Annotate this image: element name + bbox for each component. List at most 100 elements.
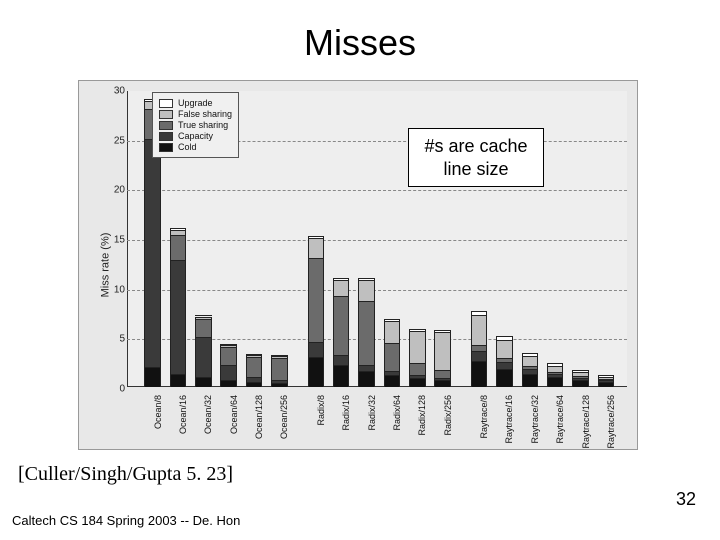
gridline xyxy=(127,290,627,291)
legend: UpgradeFalse sharingTrue sharingCapacity… xyxy=(152,92,239,158)
bar-segment-upgrade xyxy=(434,330,451,332)
legend-swatch xyxy=(159,132,173,141)
bar-segment-cold xyxy=(384,375,401,387)
bar-segment-true_sharing xyxy=(170,235,187,260)
legend-label: Upgrade xyxy=(178,98,213,108)
bar xyxy=(220,344,237,387)
legend-swatch xyxy=(159,121,173,130)
bar-segment-cold xyxy=(471,361,488,387)
bar-segment-false_sharing xyxy=(547,366,564,372)
bar xyxy=(195,315,212,387)
annotation-line: line size xyxy=(421,158,531,181)
bar xyxy=(496,336,513,387)
bar-segment-upgrade xyxy=(195,315,212,316)
legend-swatch xyxy=(159,99,173,108)
bar-segment-upgrade xyxy=(547,363,564,366)
legend-item: Capacity xyxy=(159,131,232,141)
x-tick-label: Radix/128 xyxy=(417,395,427,453)
bar-segment-capacity xyxy=(409,375,426,378)
bar-segment-true_sharing xyxy=(547,372,564,374)
bar xyxy=(246,354,263,387)
bar-segment-capacity xyxy=(220,365,237,380)
y-tick-label: 20 xyxy=(107,185,125,196)
bar-segment-cold xyxy=(522,374,539,387)
bar-segment-cold xyxy=(333,365,350,387)
bar-segment-cold xyxy=(496,369,513,387)
bar-segment-upgrade xyxy=(572,370,589,372)
bar-segment-false_sharing xyxy=(195,317,212,320)
bar-segment-capacity xyxy=(246,377,263,382)
bar-segment-capacity xyxy=(547,374,564,377)
bar-segment-capacity xyxy=(496,362,513,369)
bar-segment-false_sharing xyxy=(409,331,426,363)
footer-text: Caltech CS 184 Spring 2003 -- De. Hon xyxy=(12,513,240,528)
bar-segment-capacity xyxy=(434,378,451,380)
bar-segment-cold xyxy=(144,367,161,387)
legend-item: True sharing xyxy=(159,120,232,130)
bar-segment-cold xyxy=(434,380,451,387)
bar-segment-true_sharing xyxy=(522,366,539,369)
legend-swatch xyxy=(159,110,173,119)
bar-segment-upgrade xyxy=(246,354,263,355)
legend-swatch xyxy=(159,143,173,152)
x-tick-label: Radix/32 xyxy=(367,395,377,453)
citation: [Culler/Singh/Gupta 5. 23] xyxy=(18,463,233,486)
bar-segment-upgrade xyxy=(471,311,488,316)
x-tick-label: Ocean/32 xyxy=(203,395,213,453)
bar-segment-false_sharing xyxy=(598,377,615,379)
bar-segment-false_sharing xyxy=(246,355,263,357)
bar xyxy=(471,311,488,387)
x-tick-label: Raytrace/8 xyxy=(479,395,489,453)
bar xyxy=(572,370,589,387)
bar-segment-capacity xyxy=(471,351,488,361)
x-tick-label: Ocean/8 xyxy=(153,395,163,453)
bar-segment-upgrade xyxy=(220,344,237,345)
bar-segment-capacity xyxy=(144,139,161,367)
bar-segment-upgrade xyxy=(308,236,325,238)
bar-segment-cold xyxy=(271,383,288,387)
legend-item: False sharing xyxy=(159,109,232,119)
bar-segment-false_sharing xyxy=(496,340,513,358)
bar-segment-upgrade xyxy=(522,353,539,356)
x-tick-label: Raytrace/256 xyxy=(606,395,616,453)
bar xyxy=(434,330,451,387)
x-tick-label: Radix/8 xyxy=(316,395,326,453)
bar-segment-cold xyxy=(220,380,237,387)
bar-segment-true_sharing xyxy=(572,376,589,378)
bar-segment-cold xyxy=(358,371,375,387)
y-tick-label: 0 xyxy=(107,384,125,395)
annotation-note: #s are cacheline size xyxy=(408,128,544,187)
bar xyxy=(598,375,615,387)
bar-segment-false_sharing xyxy=(572,372,589,376)
legend-item: Cold xyxy=(159,142,232,152)
bar xyxy=(170,228,187,387)
bar-segment-capacity xyxy=(598,380,615,382)
bar-segment-upgrade xyxy=(358,278,375,280)
gridline xyxy=(127,190,627,191)
y-tick-label: 10 xyxy=(107,284,125,295)
bar-segment-capacity xyxy=(522,369,539,374)
bar-segment-upgrade xyxy=(598,375,615,377)
bar-segment-false_sharing xyxy=(522,356,539,366)
legend-label: Cold xyxy=(178,142,197,152)
x-tick-label: Raytrace/32 xyxy=(530,395,540,453)
y-tick-label: 15 xyxy=(107,235,125,246)
bar-segment-capacity xyxy=(384,371,401,375)
bar-segment-true_sharing xyxy=(308,258,325,342)
y-tick-label: 30 xyxy=(107,86,125,97)
legend-item: Upgrade xyxy=(159,98,232,108)
bar-segment-false_sharing xyxy=(358,280,375,301)
x-tick-label: Raytrace/128 xyxy=(581,395,591,453)
bar-segment-true_sharing xyxy=(333,296,350,356)
bar-segment-upgrade xyxy=(170,228,187,230)
x-tick-label: Ocean/64 xyxy=(229,395,239,453)
bar-segment-capacity xyxy=(195,337,212,377)
bar-segment-false_sharing xyxy=(333,280,350,296)
annotation-line: #s are cache xyxy=(421,135,531,158)
x-tick-label: Ocean/256 xyxy=(279,395,289,453)
bar-segment-false_sharing xyxy=(434,332,451,370)
bar xyxy=(384,319,401,387)
bar-segment-capacity xyxy=(308,342,325,357)
legend-label: False sharing xyxy=(178,109,232,119)
bar-segment-capacity xyxy=(271,380,288,383)
